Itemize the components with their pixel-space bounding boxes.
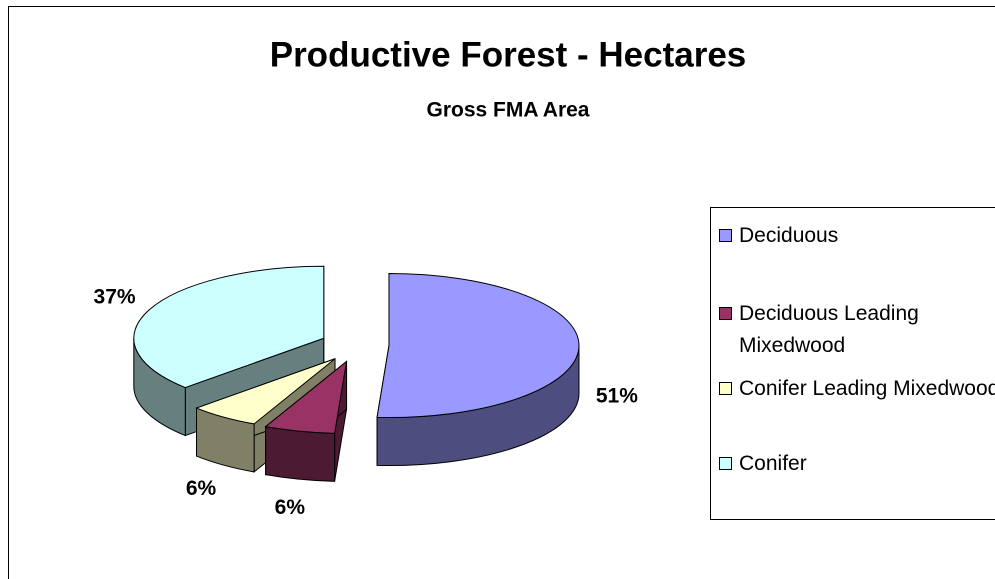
legend-label: Deciduous Leading Mixedwood bbox=[739, 302, 919, 357]
chart-subtitle: Gross FMA Area bbox=[427, 99, 590, 122]
legend-swatch bbox=[719, 229, 732, 242]
slice bbox=[195, 358, 336, 425]
legend-label: Conifer Leading Mixedwood bbox=[739, 377, 995, 400]
data-label: 37% bbox=[94, 285, 136, 308]
legend: Deciduous Deciduous Leading Mixedwood Coni… bbox=[710, 207, 995, 520]
slice-wall bbox=[265, 426, 336, 482]
slice bbox=[133, 265, 325, 389]
chart-title: Productive Forest - Hectares bbox=[270, 35, 747, 74]
data-label: 6% bbox=[275, 496, 306, 519]
legend-entry: Deciduous bbox=[719, 220, 995, 252]
legend-swatch bbox=[719, 382, 732, 395]
slice bbox=[264, 360, 348, 434]
legend-swatch bbox=[719, 457, 732, 470]
data-label: 6% bbox=[186, 477, 217, 500]
legend-entry: Conifer Leading Mixedwood bbox=[719, 373, 995, 405]
legend-swatch bbox=[719, 307, 732, 320]
legend-entry: Conifer bbox=[719, 448, 995, 480]
legend-label: Deciduous bbox=[739, 224, 839, 247]
legend-label: Conifer bbox=[739, 452, 807, 475]
data-label: 51% bbox=[596, 384, 638, 407]
slice bbox=[376, 273, 580, 419]
legend-entry: Deciduous Leading Mixedwood bbox=[719, 298, 995, 362]
